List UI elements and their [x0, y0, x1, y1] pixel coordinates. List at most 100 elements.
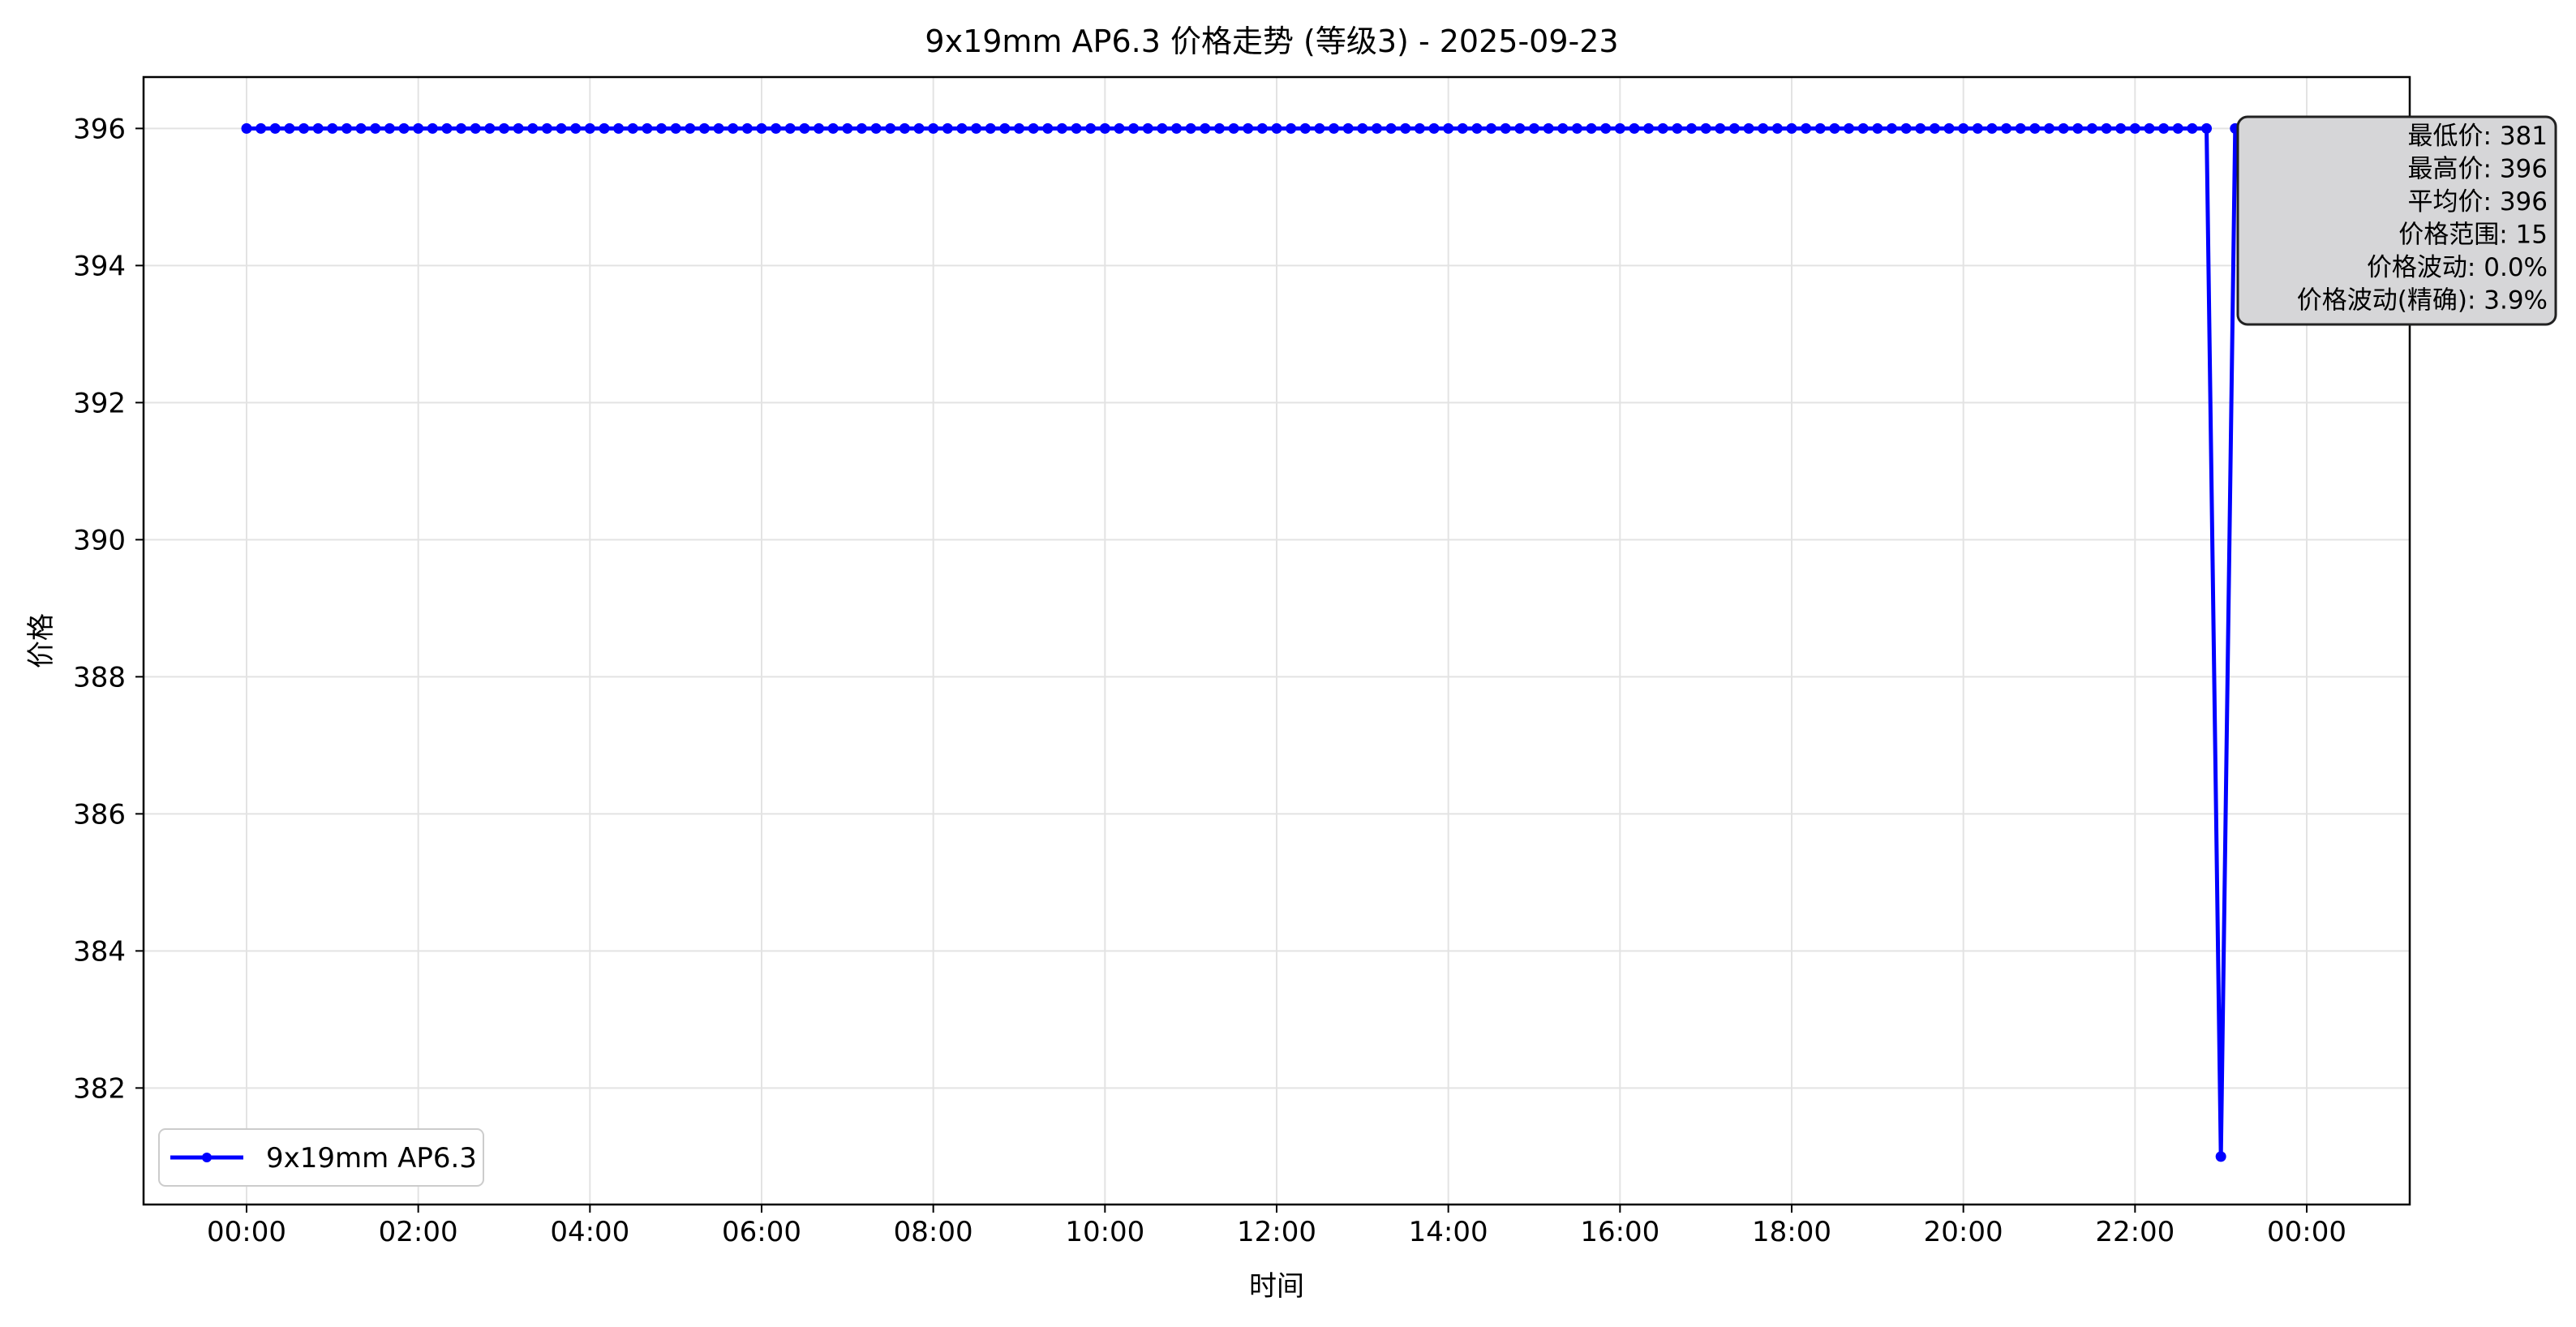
data-point [1299, 122, 1311, 134]
data-point [2044, 122, 2054, 134]
data-point [870, 122, 882, 134]
data-point [1443, 122, 1454, 134]
data-point [1014, 122, 1024, 134]
data-point [1428, 122, 1440, 134]
data-point [771, 122, 782, 134]
data-point [1844, 122, 1855, 134]
data-point [1400, 122, 1411, 134]
data-point [1185, 122, 1196, 134]
data-point [899, 122, 910, 134]
data-point [499, 122, 509, 134]
x-tick-label: 20:00 [1924, 1216, 2003, 1248]
data-point [298, 122, 310, 134]
data-point [2086, 122, 2097, 134]
data-point [1514, 122, 1526, 134]
data-point [956, 122, 968, 134]
data-point [1314, 122, 1325, 134]
data-point [1157, 122, 1168, 134]
data-point [698, 122, 710, 134]
data-point [1929, 122, 1940, 134]
data-point [1500, 122, 1511, 134]
data-point [398, 122, 410, 134]
data-point [913, 122, 925, 134]
data-point [2215, 1151, 2226, 1162]
data-point [670, 122, 681, 134]
data-point [1286, 122, 1297, 134]
data-point [1614, 122, 1625, 134]
legend-marker-swatch [202, 1153, 212, 1162]
data-point [1829, 122, 1840, 134]
data-point [1471, 122, 1483, 134]
data-point [942, 122, 953, 134]
data-point [1028, 122, 1039, 134]
data-point [2144, 122, 2155, 134]
data-point [1715, 122, 1726, 134]
data-point [2201, 122, 2213, 134]
data-point [384, 122, 395, 134]
data-point [341, 122, 352, 134]
data-point [1771, 122, 1783, 134]
data-point [1457, 122, 1468, 134]
x-tick-label: 06:00 [722, 1216, 801, 1248]
data-point [1256, 122, 1268, 134]
y-axis: 382 384 386 388 390 392 394 396 [73, 113, 144, 1105]
data-point [1686, 122, 1698, 134]
data-point [1357, 122, 1368, 134]
data-point [1915, 122, 1926, 134]
data-point [2129, 122, 2140, 134]
data-point [1657, 122, 1668, 134]
data-point [1543, 122, 1554, 134]
data-point [856, 122, 867, 134]
data-point [1114, 122, 1125, 134]
legend-series-label: 9x19mm AP6.3 [266, 1142, 477, 1175]
data-point [1672, 122, 1683, 134]
y-tick-label: 382 [73, 1072, 126, 1105]
data-point [2072, 122, 2084, 134]
data-point [1486, 122, 1497, 134]
x-tick-label: 08:00 [894, 1216, 973, 1248]
data-point [741, 122, 753, 134]
data-point [1128, 122, 1140, 134]
data-point [1042, 122, 1054, 134]
data-point [2058, 122, 2069, 134]
data-point [685, 122, 696, 134]
x-tick-label: 04:00 [550, 1216, 629, 1248]
data-point [627, 122, 638, 134]
data-point [1243, 122, 1254, 134]
data-point [2158, 122, 2170, 134]
y-tick-label: 386 [73, 798, 126, 831]
data-point [842, 122, 853, 134]
y-tick-label: 390 [73, 524, 126, 556]
data-point [1329, 122, 1340, 134]
data-point [470, 122, 481, 134]
data-point [1643, 122, 1655, 134]
data-point [1586, 122, 1597, 134]
data-point [355, 122, 367, 134]
y-tick-label: 394 [73, 250, 126, 282]
data-point [570, 122, 582, 134]
stats-line: 平均价: 396 [2408, 187, 2548, 217]
data-point [1886, 122, 1897, 134]
x-tick-label: 16:00 [1580, 1216, 1659, 1248]
data-point [255, 122, 267, 134]
data-point [413, 122, 424, 134]
data-point [1171, 122, 1183, 134]
data-point [1342, 122, 1354, 134]
stats-lines: 最低价: 381 最高价: 396 平均价: 396 价格范围: 15 价格波动: 0.… [2297, 122, 2548, 316]
data-point [1085, 122, 1097, 134]
data-point [1786, 122, 1797, 134]
stats-line: 价格波动: 0.0% [2367, 253, 2548, 282]
data-point [484, 122, 496, 134]
x-tick-label: 22:00 [2095, 1216, 2175, 1248]
data-point [713, 122, 724, 134]
data-point [1972, 122, 1983, 134]
x-tick-label: 00:00 [2267, 1216, 2346, 1248]
stats-line: 价格范围: 15 [2398, 221, 2548, 250]
data-point [728, 122, 739, 134]
stats-line: 价格波动(精确): 3.9% [2297, 286, 2548, 316]
data-point [885, 122, 896, 134]
chart-title: 9x19mm AP6.3 价格走势 (等级3) - 2025-09-23 [925, 24, 1618, 59]
data-point [1958, 122, 1969, 134]
